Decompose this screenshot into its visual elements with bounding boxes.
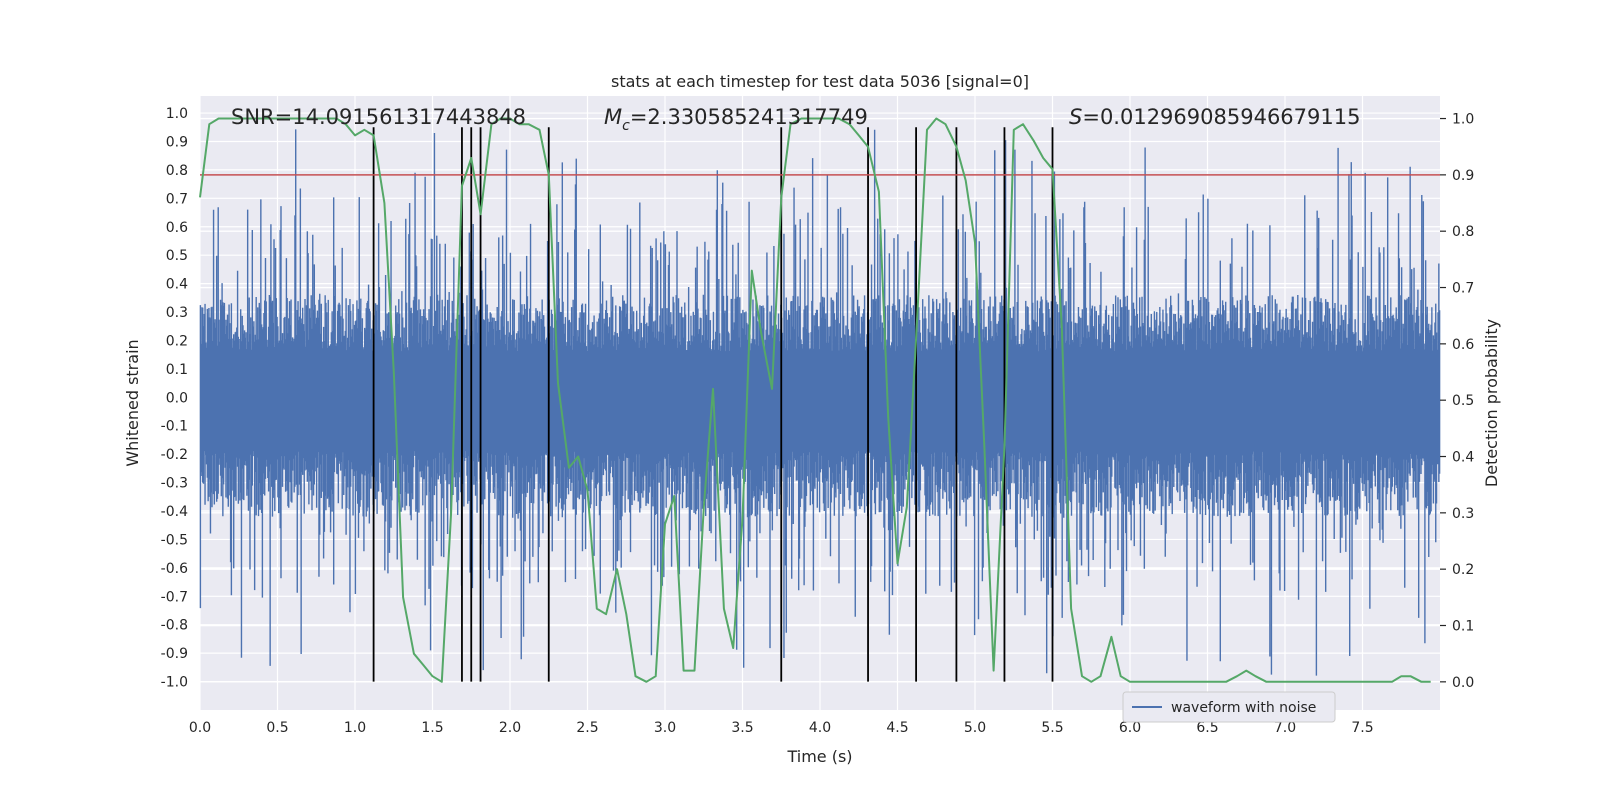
y-left-tick-label: 0.5	[166, 248, 188, 264]
x-tick-label: 7.5	[1351, 720, 1373, 736]
y-left-tick-label: 0.7	[166, 191, 188, 207]
y-right-tick-label: 0.7	[1452, 281, 1474, 297]
s-symbol: S	[1069, 105, 1082, 129]
y-left-tick-label: 1.0	[166, 106, 188, 122]
y-left-tick-label: -0.7	[161, 589, 188, 605]
y-right-tick-label: 0.1	[1452, 619, 1474, 635]
y-right-tick-label: 0.0	[1452, 675, 1474, 691]
x-tick-label: 3.5	[731, 720, 753, 736]
y-left-tick-label: 0.9	[166, 134, 188, 150]
y-right-tick-label: 0.8	[1452, 224, 1474, 240]
x-tick-label: 2.5	[576, 720, 598, 736]
x-tick-label: 2.0	[499, 720, 521, 736]
y-left-tick-label: -0.1	[161, 419, 188, 435]
y-left-tick-label: 0.1	[166, 362, 188, 378]
axis-ticks: 0.0 0.5 1.0 1.5 2.0 2.5 3.0 3.5 4.0 4.5 5.0 5.5 6.0 6…	[161, 106, 1475, 736]
chirp-mass-symbol: M	[604, 105, 622, 129]
y-right-tick-label: 0.5	[1452, 393, 1474, 409]
s-value: =0.012969085946679115	[1082, 105, 1360, 129]
y-axis-right-label: Detection probability	[1482, 319, 1501, 487]
x-tick-label: 5.5	[1041, 720, 1063, 736]
s-annotation: S=0.012969085946679115	[1069, 105, 1360, 129]
chirp-mass-annotation: Mc=2.330585241317749	[604, 105, 868, 134]
y-left-tick-label: 0.3	[166, 305, 188, 321]
legend-box	[1122, 691, 1336, 723]
y-left-tick-label: -0.4	[161, 504, 188, 520]
y-left-tick-label: 0.0	[166, 390, 188, 406]
x-tick-label: 7.0	[1274, 720, 1296, 736]
x-tick-label: 6.0	[1119, 720, 1141, 736]
chart-title: stats at each timestep for test data 503…	[611, 72, 1029, 91]
x-axis-label: Time (s)	[786, 747, 852, 766]
y-right-tick-label: 0.6	[1452, 337, 1474, 353]
x-tick-label: 3.0	[654, 720, 676, 736]
y-right-tick-label: 0.2	[1452, 562, 1474, 578]
y-right-tick-label: 0.9	[1452, 168, 1474, 184]
event-vertical-lines	[372, 127, 1054, 682]
y-left-tick-label: -0.9	[161, 646, 188, 662]
y-left-tick-label: -0.5	[161, 532, 188, 548]
y-right-tick-label: 1.0	[1452, 112, 1474, 128]
y-axis-left-label: Whitened strain	[123, 339, 142, 466]
y-left-tick-label: 0.4	[166, 277, 188, 293]
detection-probability-line	[199, 117, 1431, 683]
x-tick-label: 4.5	[886, 720, 908, 736]
x-tick-label: 0.0	[189, 720, 211, 736]
x-tick-label: 0.5	[266, 720, 288, 736]
x-tick-label: 1.0	[344, 720, 366, 736]
y-left-tick-label: 0.8	[166, 163, 188, 179]
legend: waveform with noise	[1122, 691, 1336, 723]
y-left-tick-label: -0.8	[161, 618, 188, 634]
chirp-mass-value: =2.330585241317749	[630, 105, 868, 129]
y-left-tick-label: -0.3	[161, 476, 188, 492]
y-left-tick-label: -1.0	[161, 675, 188, 691]
detection-probability-series	[199, 117, 1431, 683]
y-left-tick-label: 0.6	[166, 220, 188, 236]
x-tick-label: 4.0	[809, 720, 831, 736]
x-tick-label: 1.5	[421, 720, 443, 736]
x-tick-label: 6.5	[1196, 720, 1218, 736]
y-right-tick-label: 0.3	[1452, 506, 1474, 522]
x-tick-label: 5.0	[964, 720, 986, 736]
legend-label-waveform: waveform with noise	[1171, 700, 1316, 716]
y-left-tick-label: -0.2	[161, 447, 188, 463]
y-right-tick-label: 0.4	[1452, 450, 1474, 466]
y-left-tick-label: 0.2	[166, 333, 188, 349]
chirp-mass-subscript: c	[622, 118, 630, 134]
snr-annotation: SNR=14.091561317443848	[231, 105, 526, 129]
y-left-tick-label: -0.6	[161, 561, 188, 577]
